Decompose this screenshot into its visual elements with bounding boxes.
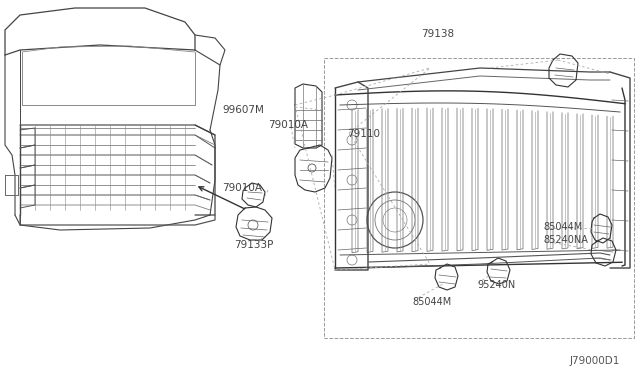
Text: 85240NA: 85240NA [543, 235, 588, 245]
Text: 79133P: 79133P [234, 240, 273, 250]
Text: 79010A: 79010A [268, 120, 308, 130]
Text: J79000D1: J79000D1 [570, 356, 620, 366]
Text: 85044M: 85044M [543, 222, 582, 232]
Bar [324, 58, 634, 338]
Text: 79138: 79138 [421, 29, 454, 39]
Text: 79110: 79110 [347, 129, 380, 139]
Text: 85044M: 85044M [412, 297, 451, 307]
Text: 95240N: 95240N [477, 280, 515, 290]
Text: 79010A: 79010A [222, 183, 262, 193]
Text: 99607M: 99607M [222, 105, 264, 115]
